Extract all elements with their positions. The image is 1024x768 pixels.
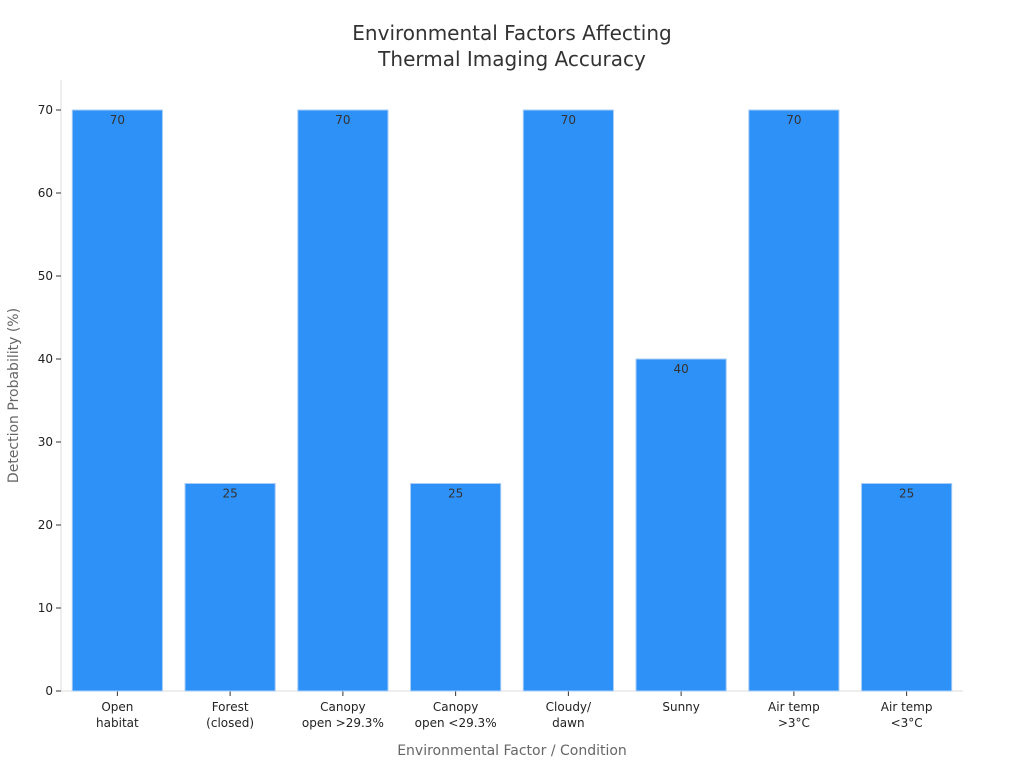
x-tick-label: Air temp >3°C <box>768 700 820 730</box>
bar-value-label: 25 <box>899 487 914 501</box>
y-tick-label: 30 <box>38 435 53 449</box>
x-tick-label: Forest (closed) <box>206 700 254 730</box>
y-axis-label: Detection Probability (%) <box>6 308 22 483</box>
y-tick-label: 20 <box>38 518 53 532</box>
bar-value-label: 25 <box>222 487 237 501</box>
x-tick-label: Air temp <3°C <box>881 700 933 730</box>
y-tick-label: 40 <box>38 352 53 366</box>
bar <box>297 109 389 692</box>
x-tick-label: Open habitat <box>96 700 139 730</box>
bar <box>410 483 502 692</box>
bars-group <box>71 109 953 692</box>
x-tick-label: Canopy open <29.3% <box>415 700 497 730</box>
bar-value-label: 25 <box>448 487 463 501</box>
bar-value-label: 40 <box>673 362 688 376</box>
y-tick-label: 60 <box>38 186 53 200</box>
x-tick-label: Sunny <box>662 700 700 714</box>
x-axis: Open habitat Forest (closed) Canopy open >29.… <box>61 690 963 730</box>
y-axis: 0 10 20 30 40 50 60 70 <box>38 80 62 698</box>
bar <box>71 109 163 692</box>
bar-value-label: 70 <box>335 113 350 127</box>
bar <box>184 483 276 692</box>
bar-value-label: 70 <box>786 113 801 127</box>
bar-value-label: 70 <box>561 113 576 127</box>
bar <box>635 358 727 692</box>
chart-title: Environmental Factors Affecting Thermal … <box>352 21 672 71</box>
bar <box>748 109 840 692</box>
y-tick-label: 10 <box>38 601 53 615</box>
x-tick-label: Canopy open >29.3% <box>302 700 384 730</box>
bar-value-label: 70 <box>110 113 125 127</box>
y-tick-label: 50 <box>38 269 53 283</box>
y-tick-label: 70 <box>38 103 53 117</box>
y-tick-label: 0 <box>45 684 53 698</box>
data-labels-group: 70 25 70 25 70 40 70 25 <box>110 113 915 501</box>
x-tick-label: Cloudy/dawn <box>546 700 592 730</box>
bar <box>522 109 614 692</box>
x-axis-label: Environmental Factor / Condition <box>397 743 627 759</box>
bar <box>861 483 953 692</box>
